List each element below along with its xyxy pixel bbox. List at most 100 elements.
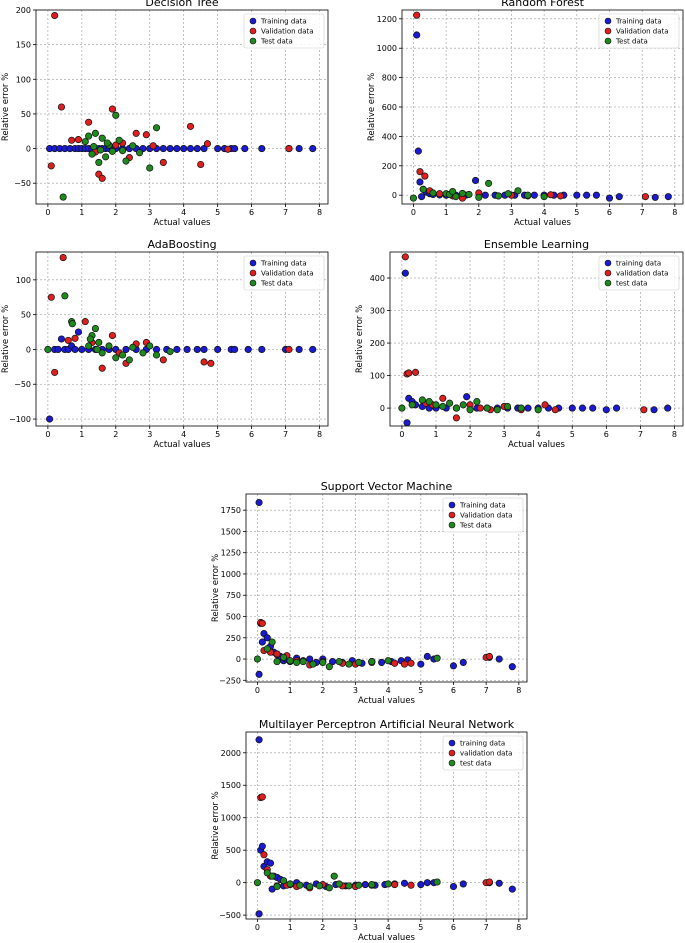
point-test <box>325 884 333 892</box>
point-test <box>335 880 343 888</box>
y-tick-label: −100 <box>9 415 31 424</box>
x-tick-label: 4 <box>181 430 186 439</box>
legend-marker <box>448 521 456 529</box>
y-axis-label: Relative error % <box>355 305 365 373</box>
legend-marker <box>604 259 612 267</box>
point-test <box>129 142 137 150</box>
point-training <box>255 498 263 507</box>
point-test <box>524 191 532 199</box>
points-group <box>409 11 672 202</box>
point-training <box>309 145 317 153</box>
point-test <box>330 872 338 880</box>
point-training <box>615 193 623 201</box>
point-test <box>119 351 127 359</box>
point-test <box>96 146 105 154</box>
point-training <box>255 736 263 744</box>
point-training <box>54 345 62 353</box>
points-group <box>253 736 516 918</box>
point-test <box>335 658 343 666</box>
x-tick-label: 3 <box>147 430 152 439</box>
point-training <box>180 145 188 153</box>
y-tick-label: 1500 <box>221 527 241 536</box>
point-test <box>152 351 161 359</box>
legend-label: Training data <box>260 260 307 268</box>
legend-marker <box>604 27 612 35</box>
x-tick-label: 3 <box>353 923 358 932</box>
point-test <box>306 882 314 891</box>
point-test <box>384 657 392 665</box>
subplot-2: 0 1 2 3 4 5 6 7 8 −100 −50 0 50 100 AdaBoosting Actual … <box>1 238 329 450</box>
point-test <box>108 147 116 155</box>
point-validation <box>142 131 150 139</box>
y-tick-label: 0 <box>236 879 241 888</box>
point-training <box>57 335 66 343</box>
legend-label: Training data <box>615 18 662 26</box>
point-test <box>315 882 324 890</box>
x-tick-label: 2 <box>320 686 325 695</box>
x-tick-label: 7 <box>484 923 489 932</box>
point-validation <box>74 136 82 144</box>
point-test <box>253 879 261 887</box>
point-training <box>214 345 222 353</box>
point-test <box>433 878 441 886</box>
point-validation <box>405 369 413 377</box>
legend-marker <box>249 259 257 267</box>
point-training <box>309 345 317 353</box>
point-test <box>112 354 120 362</box>
point-test <box>91 325 99 333</box>
point-test <box>125 356 133 364</box>
point-training <box>413 31 421 39</box>
point-training <box>255 670 263 678</box>
point-validation <box>149 142 157 150</box>
point-test <box>432 401 440 409</box>
point-training <box>459 658 467 666</box>
point-validation <box>59 254 67 262</box>
point-test <box>319 658 327 666</box>
point-training <box>414 147 422 155</box>
x-tick-label: 7 <box>283 430 288 439</box>
y-tick-label: 1250 <box>221 549 241 558</box>
x-tick-label: 6 <box>451 686 456 695</box>
point-training <box>573 191 581 199</box>
y-tick-label: 500 <box>226 612 241 621</box>
legend-box <box>598 13 680 49</box>
point-test <box>152 124 161 132</box>
axes-frame <box>389 251 684 427</box>
point-training <box>258 345 266 353</box>
point-validation <box>436 190 444 198</box>
point-training <box>530 191 538 199</box>
point-training <box>173 145 181 153</box>
point-test <box>299 658 307 666</box>
point-test <box>503 402 512 411</box>
point-test <box>90 142 98 151</box>
point-test <box>483 404 491 412</box>
y-tick-label: 2000 <box>221 749 241 758</box>
y-axis-label: Relative error % <box>211 791 221 859</box>
point-training <box>200 145 208 153</box>
point-training <box>258 638 266 646</box>
point-training <box>193 145 201 153</box>
point-test <box>280 877 288 885</box>
x-tick-label: 1 <box>444 208 449 217</box>
point-test <box>293 658 301 666</box>
point-test <box>139 349 147 357</box>
point-test <box>88 150 96 158</box>
x-axis-label: Actual values <box>508 440 566 450</box>
point-test <box>81 138 89 146</box>
legend-label: test data <box>460 760 491 768</box>
point-training <box>592 191 600 199</box>
y-tick-label: 100 <box>370 372 385 381</box>
chart-title: Multilayer Perceptron Artificial Neural … <box>259 718 515 731</box>
point-test <box>409 194 417 202</box>
point-test <box>146 342 154 350</box>
point-test <box>61 292 69 300</box>
point-training <box>295 145 303 153</box>
point-training <box>417 881 425 889</box>
point-training <box>361 881 369 889</box>
point-validation <box>98 364 106 372</box>
y-tick-label: 400 <box>382 132 397 141</box>
x-tick-label: 6 <box>604 430 609 439</box>
point-test <box>146 164 154 172</box>
point-validation <box>224 145 232 153</box>
subplot-4: 0 1 2 3 4 5 6 7 8 −250 0 250 500 750 1000 1250 1500 1750 S… <box>211 480 528 706</box>
